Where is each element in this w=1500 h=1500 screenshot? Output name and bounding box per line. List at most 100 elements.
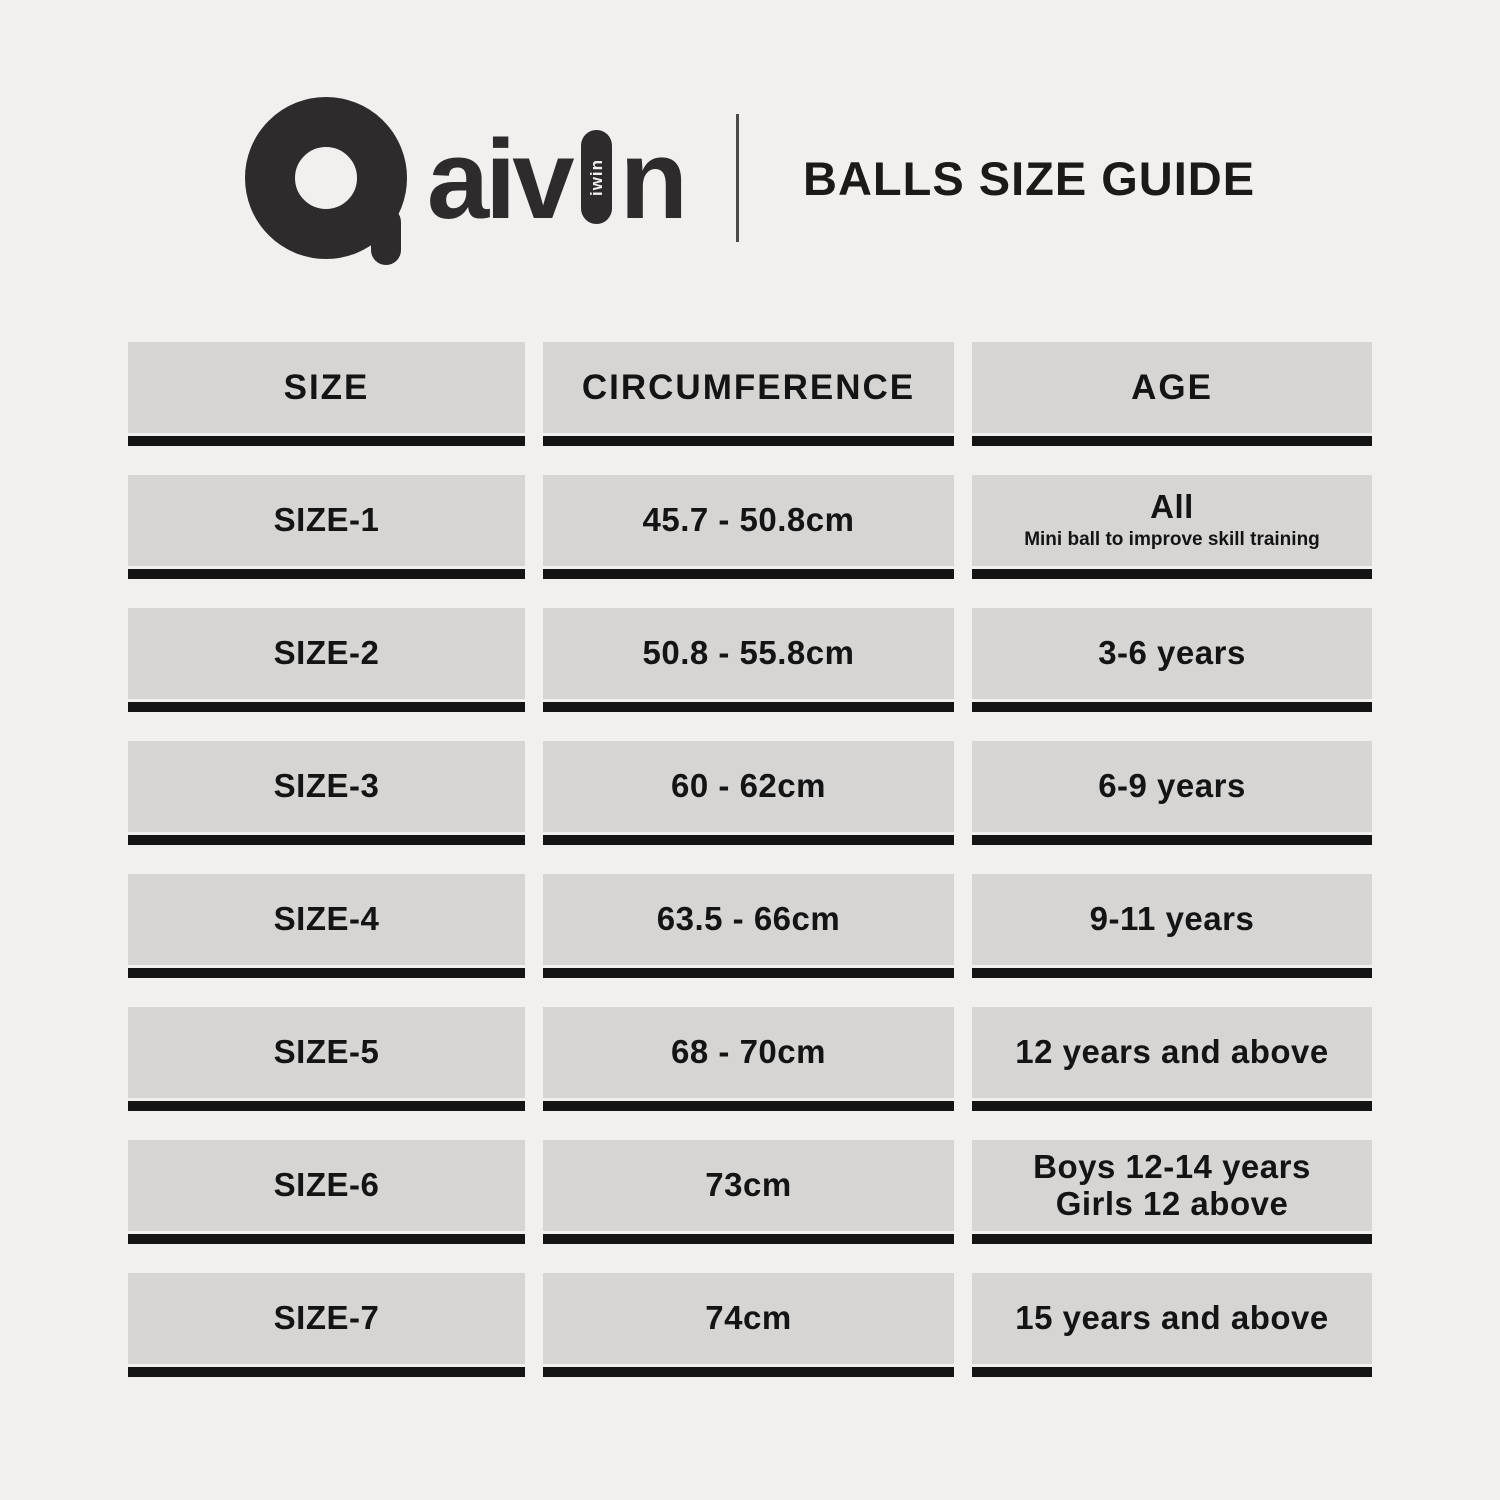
circumference-value: 50.8 - 55.8cm <box>642 634 855 672</box>
size-cell: SIZE-4 <box>128 874 525 965</box>
circumference-cell: 60 - 62cm <box>543 741 954 832</box>
circumference-value: 45.7 - 50.8cm <box>642 501 855 539</box>
size-value: SIZE-7 <box>273 1299 380 1337</box>
table-row-6-size-cell: SIZE-6 <box>128 1140 525 1244</box>
size-value: SIZE-5 <box>273 1033 380 1071</box>
underline-bar <box>543 1367 954 1377</box>
table-row-6-age-cell: Boys 12-14 years Girls 12 above <box>972 1140 1372 1244</box>
age-cell: 3-6 years <box>972 608 1372 699</box>
size-cell: SIZE-3 <box>128 741 525 832</box>
size-table: SIZE CIRCUMFERENCE AGE SIZE-1 45.7 - 5 <box>128 342 1372 1377</box>
age-value: 6-9 years <box>1098 767 1246 805</box>
age-value: Boys 12-14 years <box>1033 1147 1311 1185</box>
age-cell: 9-11 years <box>972 874 1372 965</box>
wordmark-left: aiv <box>426 117 575 243</box>
underline-bar <box>972 569 1372 579</box>
underline-bar <box>543 835 954 845</box>
underline-bar <box>972 1234 1372 1244</box>
table-row-4-age-cell: 9-11 years <box>972 874 1372 978</box>
underline-bar <box>128 1234 525 1244</box>
size-value: SIZE-2 <box>273 634 380 672</box>
circumference-value: 63.5 - 66cm <box>656 900 841 938</box>
table-row-1-age-cell: All Mini ball to improve skill training <box>972 475 1372 579</box>
table-row-5-size-cell: SIZE-5 <box>128 1007 525 1111</box>
underline-bar <box>128 569 525 579</box>
table-row-1-circumference-cell: 45.7 - 50.8cm <box>543 475 954 579</box>
age-value: 9-11 years <box>1089 900 1255 938</box>
table-row-4-size-cell: SIZE-4 <box>128 874 525 978</box>
wordmark-vertical-text: iwin <box>586 158 606 196</box>
size-cell: SIZE-6 <box>128 1140 525 1231</box>
table-row-4-circumference-cell: 63.5 - 66cm <box>543 874 954 978</box>
size-value: SIZE-1 <box>273 501 380 539</box>
circumference-cell: 74cm <box>543 1273 954 1364</box>
header-cell: AGE <box>972 342 1372 433</box>
table-row-1-size-cell: SIZE-1 <box>128 475 525 579</box>
table-row-7-circumference-cell: 74cm <box>543 1273 954 1377</box>
underline-bar <box>543 1101 954 1111</box>
circumference-cell: 73cm <box>543 1140 954 1231</box>
underline-bar <box>128 702 525 712</box>
age-cell: Boys 12-14 years Girls 12 above <box>972 1140 1372 1231</box>
underline-bar <box>543 436 954 446</box>
aivin-logo: aiv iwin n <box>244 97 688 265</box>
header-label: CIRCUMFERENCE <box>581 367 916 407</box>
age-cell: 15 years and above <box>972 1273 1372 1364</box>
underline-bar <box>128 436 525 446</box>
circumference-cell: 50.8 - 55.8cm <box>543 608 954 699</box>
logo-tail-shape <box>370 207 401 265</box>
underline-bar <box>972 436 1372 446</box>
header-cell-age: AGE <box>972 342 1372 446</box>
underline-bar <box>972 968 1372 978</box>
table-row-3-circumference-cell: 60 - 62cm <box>543 741 954 845</box>
header-label: AGE <box>1131 367 1213 407</box>
table-row-5-circumference-cell: 68 - 70cm <box>543 1007 954 1111</box>
underline-bar <box>543 569 954 579</box>
page-title: BALLS SIZE GUIDE <box>803 151 1256 205</box>
underline-bar <box>972 1367 1372 1377</box>
age-cell: 6-9 years <box>972 741 1372 832</box>
circumference-cell: 63.5 - 66cm <box>543 874 954 965</box>
underline-bar <box>543 1234 954 1244</box>
circumference-value: 74cm <box>705 1299 792 1337</box>
table-row-2-size-cell: SIZE-2 <box>128 608 525 712</box>
table-row-3-age-cell: 6-9 years <box>972 741 1372 845</box>
table-row-7-age-cell: 15 years and above <box>972 1273 1372 1377</box>
aivin-a-ring-icon <box>244 97 407 265</box>
circumference-cell: 45.7 - 50.8cm <box>543 475 954 566</box>
circumference-value: 68 - 70cm <box>671 1033 826 1071</box>
size-cell: SIZE-7 <box>128 1273 525 1364</box>
brand-wordmark: aiv iwin n <box>426 117 688 243</box>
header-cell: CIRCUMFERENCE <box>543 342 954 433</box>
size-cell: SIZE-2 <box>128 608 525 699</box>
age-value-line2: Girls 12 above <box>1055 1184 1289 1222</box>
size-cell: SIZE-1 <box>128 475 525 566</box>
underline-bar <box>128 1367 525 1377</box>
underline-bar <box>972 835 1372 845</box>
age-subtext: Mini ball to improve skill training <box>1024 529 1320 551</box>
size-cell: SIZE-5 <box>128 1007 525 1098</box>
underline-bar <box>128 1101 525 1111</box>
age-value: 3-6 years <box>1098 634 1246 672</box>
underline-bar <box>128 835 525 845</box>
underline-bar <box>543 702 954 712</box>
age-cell: All Mini ball to improve skill training <box>972 475 1372 566</box>
table-row-3-size-cell: SIZE-3 <box>128 741 525 845</box>
table-row-5-age-cell: 12 years and above <box>972 1007 1372 1111</box>
circumference-value: 73cm <box>705 1166 792 1204</box>
underline-bar <box>128 968 525 978</box>
size-value: SIZE-3 <box>273 767 380 805</box>
underline-bar <box>543 968 954 978</box>
header: aiv iwin n BALLS SIZE GUIDE <box>0 0 1500 265</box>
balls-size-guide-infographic: aiv iwin n BALLS SIZE GUIDE SIZE CIRCUMF… <box>0 0 1500 1377</box>
circumference-value: 60 - 62cm <box>671 767 826 805</box>
wordmark-vertical-pill: iwin <box>580 130 612 224</box>
age-value: All <box>1150 488 1194 526</box>
table-row-2-age-cell: 3-6 years <box>972 608 1372 712</box>
circumference-cell: 68 - 70cm <box>543 1007 954 1098</box>
table-row-2-circumference-cell: 50.8 - 55.8cm <box>543 608 954 712</box>
age-value: 12 years and above <box>1015 1033 1329 1071</box>
header-label: SIZE <box>283 367 370 407</box>
table-row-7-size-cell: SIZE-7 <box>128 1273 525 1377</box>
wordmark-right: n <box>619 117 688 243</box>
